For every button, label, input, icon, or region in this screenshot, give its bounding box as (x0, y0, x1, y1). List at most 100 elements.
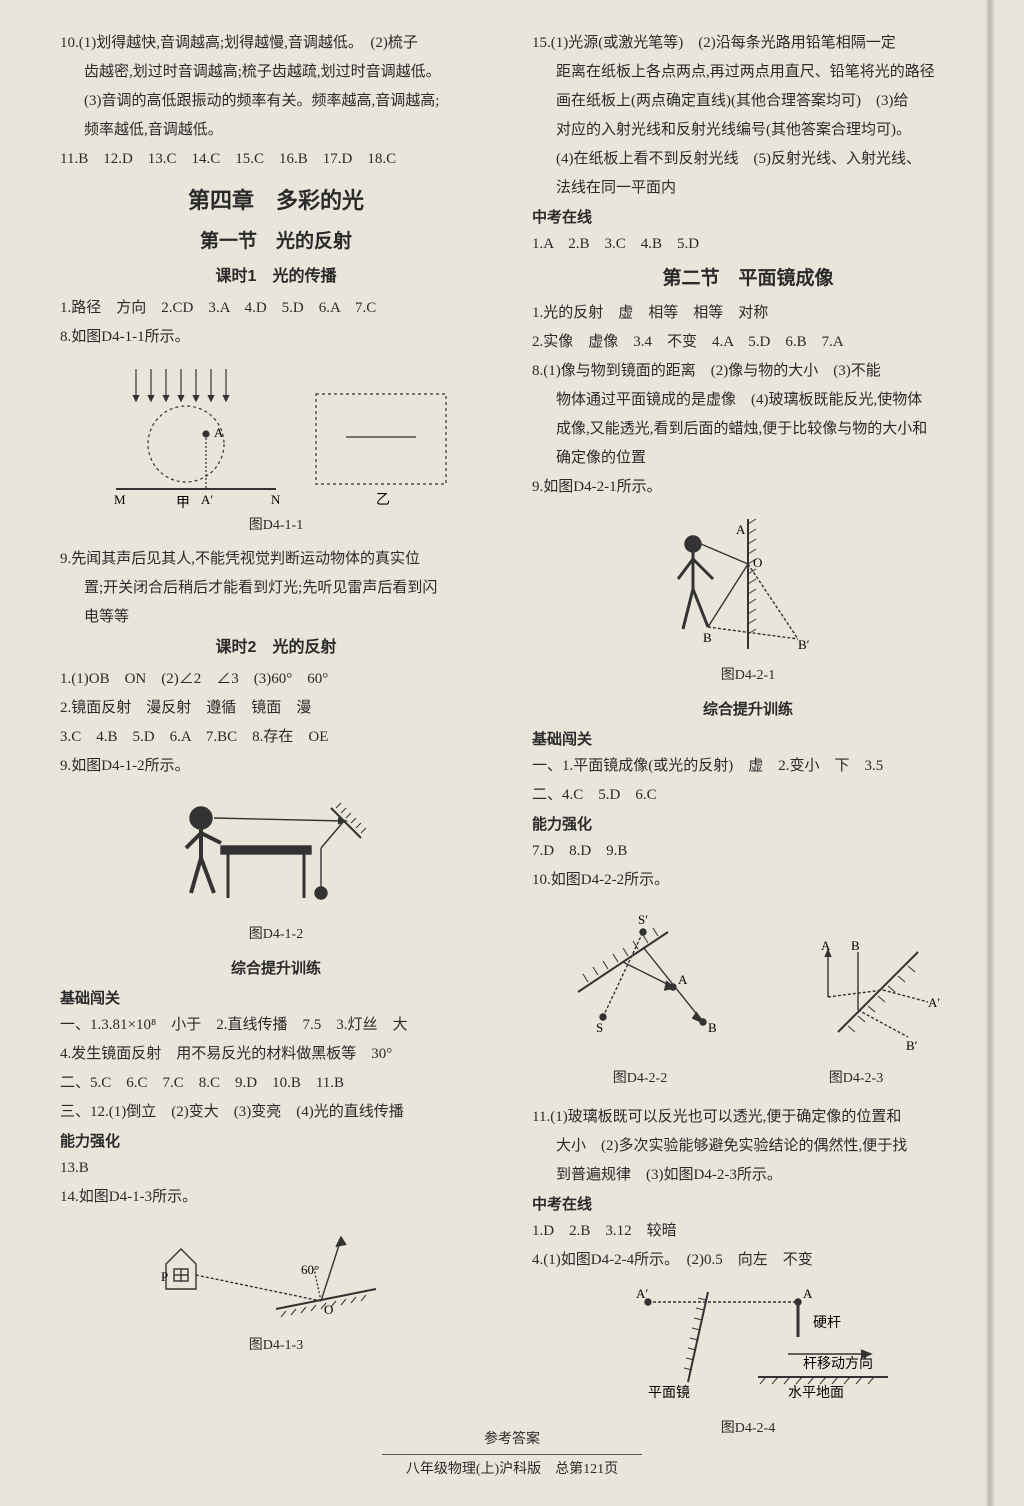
zk2-4: 4.(1)如图D4-2-4所示。 (2)0.5 向左 不变 (532, 1247, 964, 1274)
figure-d4-1-3: P O 60° 图D4-1-3 (60, 1219, 492, 1358)
q15-4: 对应的入射光线和反射光线编号(其他答案合理均可)。 (532, 117, 964, 144)
s2-8b: 物体通过平面镜成的是虚像 (4)玻璃板既能反光,使物体 (532, 387, 964, 414)
ab2-7: 7.D 8.D 9.B (532, 838, 964, 865)
q11-3: 到普遍规律 (3)如图D4-2-3所示。 (532, 1162, 964, 1189)
lesson1-q9b: 置;开关闭合后稍后才能看到灯光;先听见雷声后看到闪 (60, 575, 492, 602)
q15-2: 距离在纸板上各点两点,再过两点用直尺、铅笔将光的路径 (532, 59, 964, 86)
s2-8c: 成像,又能透光,看到后面的蜡烛,便于比较像与物的大小和 (532, 416, 964, 443)
fig-d421-caption: 图D4-2-1 (532, 663, 964, 688)
svg-text:A: A (678, 972, 688, 987)
lesson2-title: 课时2 光的反射 (60, 634, 492, 663)
figure-d4-1-1: A M N A′ 甲 乙 图D4-1-1 (60, 359, 492, 538)
figure-d4-1-2: 图D4-1-2 (60, 788, 492, 947)
q10-line1: 10.(1)划得越快,音调越高;划得越慢,音调越低。 (2)梳子 (60, 30, 492, 57)
svg-text:O: O (753, 555, 762, 570)
lesson1-q9c: 电等等 (60, 604, 492, 631)
lesson1-title: 课时1 光的传播 (60, 263, 492, 292)
svg-text:A′: A′ (928, 995, 940, 1010)
s2-8d: 确定像的位置 (532, 445, 964, 472)
footer-page: 八年级物理(上)沪科版 总第121页 (0, 1457, 1024, 1482)
s2-9: 9.如图D4-2-1所示。 (532, 474, 964, 501)
figure-d4-2-4: A′ A 硬杆 杆移动方向 平面镜 水平地面 图D4-2-4 (532, 1282, 964, 1441)
svg-text:A: A (736, 522, 746, 537)
ability-heading: 能力强化 (60, 1128, 492, 1155)
svg-text:B: B (708, 1020, 717, 1035)
s2-1: 1.光的反射 虚 相等 相等 对称 (532, 300, 964, 327)
base2-heading: 基础闯关 (532, 726, 964, 753)
lesson1-q9a: 9.先闻其声后见其人,不能凭视觉判断运动物体的真实位 (60, 546, 492, 573)
ability-14: 14.如图D4-1-3所示。 (60, 1184, 492, 1211)
lesson2-q9: 9.如图D4-1-2所示。 (60, 753, 492, 780)
section2-title: 第二节 平面镜成像 (532, 262, 964, 296)
q15-6: 法线在同一平面内 (532, 175, 964, 202)
combo2-heading: 综合提升训练 (532, 696, 964, 723)
lesson1-q8: 8.如图D4-1-1所示。 (60, 324, 492, 351)
fig-d413-caption: 图D4-1-3 (60, 1333, 492, 1358)
svg-text:A: A (803, 1286, 813, 1301)
q15-3: 画在纸板上(两点确定直线)(其他合理答案均可) (3)给 (532, 88, 964, 115)
lesson2-q1: 1.(1)OB ON (2)∠2 ∠3 (3)60° 60° (60, 666, 492, 693)
svg-text:M: M (114, 492, 126, 507)
svg-text:A′: A′ (636, 1286, 648, 1301)
s2-2: 2.实像 虚像 3.4 不变 4.A 5.D 6.B 7.A (532, 329, 964, 356)
ab2-10: 10.如图D4-2-2所示。 (532, 867, 964, 894)
section1-title: 第一节 光的反射 (60, 225, 492, 259)
svg-text:平面镜: 平面镜 (648, 1385, 690, 1401)
book-spine (986, 0, 994, 1506)
base-12: 三、12.(1)倒立 (2)变大 (3)变亮 (4)光的直线传播 (60, 1099, 492, 1126)
ability-13: 13.B (60, 1155, 492, 1182)
zk2-1: 1.D 2.B 3.12 较暗 (532, 1218, 964, 1245)
svg-text:B′: B′ (906, 1038, 918, 1053)
q11-answers: 11.B 12.D 13.C 14.C 15.C 16.B 17.D 18.C (60, 146, 492, 173)
svg-text:A: A (214, 425, 224, 440)
lesson2-q3: 3.C 4.B 5.D 6.A 7.BC 8.存在 OE (60, 724, 492, 751)
svg-text:60°: 60° (301, 1262, 319, 1277)
svg-text:A′: A′ (201, 492, 213, 507)
q11-2: 大小 (2)多次实验能够避免实验结论的偶然性,便于找 (532, 1133, 964, 1160)
q10-line4: 频率越低,音调越低。 (60, 117, 492, 144)
q15-1: 15.(1)光源(或激光笔等) (2)沿每条光路用铅笔相隔一定 (532, 30, 964, 57)
base2-1: 一、1.平面镜成像(或光的反射) 虚 2.变小 下 3.5 (532, 753, 964, 780)
base-heading: 基础闯关 (60, 985, 492, 1012)
q15-5: (4)在纸板上看不到反射光线 (5)反射光线、入射光线、 (532, 146, 964, 173)
chapter-title: 第四章 多彩的光 (60, 181, 492, 221)
svg-text:硬杆: 硬杆 (813, 1315, 841, 1331)
combo1-heading: 综合提升训练 (60, 955, 492, 982)
base-4: 4.发生镜面反射 用不易反光的材料做黑板等 30° (60, 1041, 492, 1068)
lesson1-answers: 1.路径 方向 2.CD 3.A 4.D 5.D 6.A 7.C (60, 295, 492, 322)
svg-text:B: B (703, 630, 712, 645)
svg-text:O: O (324, 1302, 333, 1317)
svg-text:N: N (271, 492, 281, 507)
footer-ans: 参考答案 (0, 1427, 1024, 1452)
q10-line2: 齿越密,划过时音调越高;梳子齿越疏,划过时音调越低。 (60, 59, 492, 86)
zk-1: 1.A 2.B 3.C 4.B 5.D (532, 231, 964, 258)
base-5: 二、5.C 6.C 7.C 8.C 9.D 10.B 11.B (60, 1070, 492, 1097)
svg-text:乙: 乙 (376, 492, 390, 508)
svg-text:S: S (596, 1020, 603, 1035)
left-column: 10.(1)划得越快,音调越高;划得越慢,音调越低。 (2)梳子 齿越密,划过时… (60, 30, 492, 1449)
svg-text:A: A (821, 938, 831, 953)
fig-d412-caption: 图D4-1-2 (60, 922, 492, 947)
zk2-heading: 中考在线 (532, 1191, 964, 1218)
svg-text:B: B (851, 938, 860, 953)
base-1: 一、1.3.81×10⁸ 小于 2.直线传播 7.5 3.灯丝 大 (60, 1012, 492, 1039)
figure-d4-2-1: A O B B′ 图D4-2-1 (532, 509, 964, 688)
fig-d411-caption: 图D4-1-1 (60, 513, 492, 538)
q10-line3: (3)音调的高低跟振动的频率有关。频率越高,音调越高; (60, 88, 492, 115)
svg-text:杆移动方向: 杆移动方向 (803, 1356, 873, 1372)
fig-d422-caption: 图D4-2-2 (613, 1066, 667, 1091)
svg-text:S′: S′ (638, 912, 648, 927)
figures-d4-2-2-3: S S′ A B A B A′ B′ 图D4-2-2 图D4-2-3 (532, 902, 964, 1095)
svg-text:水平地面: 水平地面 (788, 1385, 844, 1401)
svg-text:B′: B′ (798, 637, 810, 652)
zk-heading: 中考在线 (532, 204, 964, 231)
page-footer: 参考答案 八年级物理(上)沪科版 总第121页 (0, 1427, 1024, 1482)
right-column: 15.(1)光源(或激光笔等) (2)沿每条光路用铅笔相隔一定 距离在纸板上各点… (532, 30, 964, 1449)
fig-d423-caption: 图D4-2-3 (829, 1066, 883, 1091)
q11-1: 11.(1)玻璃板既可以反光也可以透光,便于确定像的位置和 (532, 1104, 964, 1131)
ability2-heading: 能力强化 (532, 811, 964, 838)
svg-text:甲: 甲 (176, 496, 190, 509)
svg-text:P: P (161, 1269, 168, 1284)
s2-8a: 8.(1)像与物到镜面的距离 (2)像与物的大小 (3)不能 (532, 358, 964, 385)
base2-4: 二、4.C 5.D 6.C (532, 782, 964, 809)
